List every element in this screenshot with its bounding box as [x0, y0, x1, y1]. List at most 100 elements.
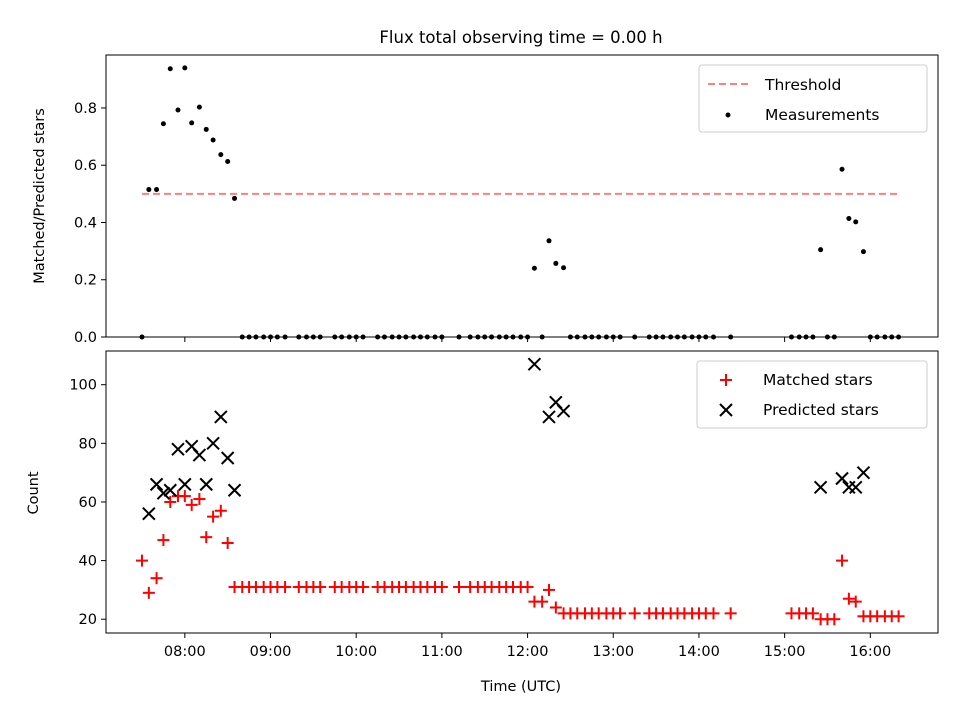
measurement-point: [210, 137, 216, 143]
y-tick-label: 80: [79, 436, 97, 452]
figure-title: Flux total observing time = 0.00 h: [379, 28, 662, 47]
legend-predicted-label: Predicted stars: [763, 401, 879, 419]
predicted-star-marker: [220, 451, 235, 465]
measurement-point: [561, 265, 567, 271]
predicted-star-marker: [556, 404, 571, 418]
predicted-star-marker: [542, 410, 556, 424]
x-tick-label: 12:00: [507, 644, 549, 660]
y-tick-label: 0.8: [74, 101, 97, 117]
y-tick-label: 20: [79, 612, 97, 628]
measurement-point: [154, 187, 160, 193]
matched-star-marker: [314, 580, 327, 593]
matched-star-marker: [357, 580, 370, 593]
y-tick-label: 0.6: [74, 158, 97, 174]
x-tick-label: 11:00: [421, 644, 463, 660]
predicted-star-marker: [214, 410, 228, 424]
y-tick-label: 100: [69, 378, 97, 394]
matched-star-marker: [435, 580, 448, 593]
matched-star-marker: [628, 607, 641, 620]
matched-star-marker: [214, 504, 227, 517]
measurement-point: [546, 238, 552, 244]
bottom-panel: 20 40 60 80 100 08:00 09:00 10:00 11:00 12:00 13:0…: [26, 350, 939, 695]
matched-star-marker: [836, 554, 849, 567]
legend-predicted-swatch: [719, 403, 733, 417]
measurement-point: [232, 195, 238, 201]
measurement-point: [203, 126, 209, 132]
matched-star-marker: [536, 595, 549, 608]
matched-star-marker: [135, 554, 148, 567]
predicted-star-marker: [156, 486, 171, 500]
x-tick-label: 09:00: [250, 644, 292, 660]
measurement-point: [846, 215, 852, 221]
predicted-star-marker: [163, 483, 177, 497]
x-tick-label: 13:00: [592, 644, 634, 660]
y-tick-label: 40: [79, 554, 97, 570]
x-tick-label: 10:00: [335, 644, 377, 660]
legend-matched-swatch: [720, 374, 732, 386]
predicted-star-marker: [813, 480, 828, 495]
matched-star-marker: [614, 607, 627, 620]
matched-star-marker: [157, 534, 170, 547]
y-tick-label: 0.0: [74, 330, 97, 346]
legend-threshold-label: Threshold: [764, 76, 841, 94]
predicted-star-marker: [149, 477, 164, 492]
measurement-point: [818, 247, 824, 253]
y-tick-label: 0.4: [74, 215, 97, 231]
measurement-point: [225, 159, 231, 165]
matched-star-marker: [549, 601, 562, 614]
predicted-star-marker: [178, 477, 192, 492]
predicted-star-marker: [142, 506, 156, 521]
predicted-star-marker: [192, 448, 207, 462]
matched-star-marker: [542, 583, 555, 596]
predicted-star-marker: [835, 471, 849, 486]
predicted-star-marker: [856, 465, 871, 480]
bottom-ticks: 20 40 60 80 100 08:00 09:00 10:00 11:00 12:00 13:0…: [69, 378, 891, 660]
y-tick-label: 0.2: [74, 273, 97, 289]
top-legend: Threshold Measurements: [698, 64, 928, 133]
measurement-point: [553, 260, 559, 266]
measurement-point: [218, 152, 224, 158]
measurement-point: [167, 66, 173, 72]
top-legend-box: [698, 64, 928, 133]
measurement-point: [531, 265, 537, 271]
matched-star-marker: [178, 490, 191, 503]
measurement-point: [853, 219, 859, 225]
matched-star-marker: [842, 592, 855, 605]
predicted-star-marker: [171, 442, 185, 456]
top-panel: 0.00.20.40.60.8 Matched/Predicted stars …: [32, 54, 939, 346]
measurement-point: [175, 107, 181, 113]
legend-matched-label: Matched stars: [763, 371, 873, 389]
matched-star-marker: [724, 607, 737, 620]
predicted-star-marker: [227, 483, 242, 497]
matched-star-marker: [849, 595, 862, 608]
x-tick-label: 14:00: [678, 644, 720, 660]
measurement-point: [189, 120, 195, 126]
measurement-point: [839, 166, 845, 172]
measurement-point: [146, 187, 152, 193]
bottom-data-layer: [135, 357, 905, 626]
matched-star-marker: [142, 586, 155, 599]
y-tick-label: 60: [79, 495, 97, 511]
bottom-y-axis-label: Count: [26, 471, 42, 514]
matched-star-marker: [207, 510, 220, 523]
predicted-star-marker: [206, 436, 220, 451]
top-y-axis-label: Matched/Predicted stars: [32, 108, 48, 284]
bottom-legend-box: [696, 360, 928, 429]
measurement-point: [160, 121, 166, 127]
predicted-star-marker: [199, 477, 213, 492]
predicted-star-marker: [527, 357, 542, 371]
matched-star-marker: [164, 495, 177, 508]
bottom-legend: Matched stars Predicted stars: [696, 360, 928, 429]
matched-star-marker: [806, 607, 819, 620]
matched-star-marker: [279, 580, 292, 593]
matched-star-marker: [193, 493, 206, 506]
legend-measurements-label: Measurements: [765, 106, 880, 124]
x-tick-label: 08:00: [164, 644, 206, 660]
bottom-axes-frame: [105, 350, 939, 634]
legend-measurements-swatch: [725, 112, 731, 118]
matched-star-marker: [200, 531, 213, 544]
predicted-star-marker: [849, 480, 863, 495]
x-tick-label: 16:00: [849, 644, 891, 660]
x-axis-label: Time (UTC): [480, 679, 561, 695]
matched-star-marker: [892, 610, 905, 623]
